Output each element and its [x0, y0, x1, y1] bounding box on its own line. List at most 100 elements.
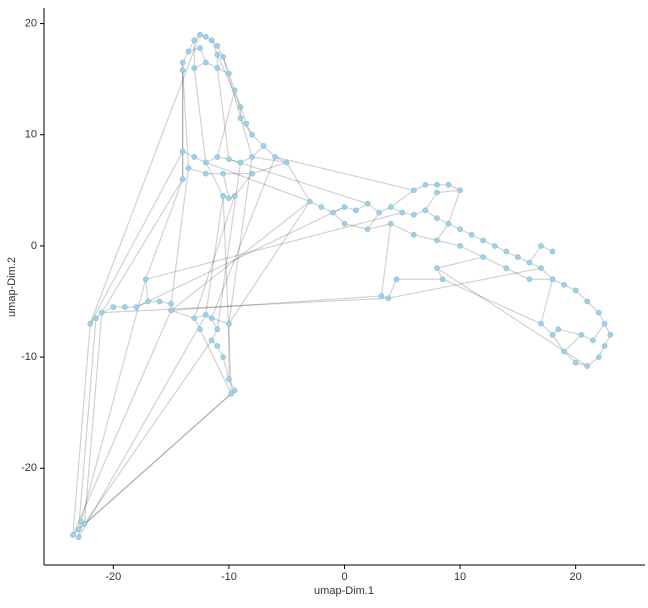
point	[385, 295, 392, 301]
edge	[228, 158, 368, 205]
point	[561, 282, 567, 288]
y-tick-label: 0	[31, 240, 37, 252]
edge	[211, 317, 230, 325]
edge	[380, 223, 392, 297]
point	[387, 220, 394, 227]
point	[179, 176, 186, 183]
point	[411, 211, 417, 218]
y-axis-title: umap-Dim.2	[6, 257, 18, 317]
point	[555, 326, 562, 333]
point	[549, 248, 556, 255]
edge	[563, 334, 582, 352]
edge	[205, 195, 224, 315]
point	[260, 143, 267, 149]
y-tick-label: 20	[25, 17, 37, 29]
edge	[413, 234, 438, 241]
edge	[234, 173, 253, 197]
point	[122, 304, 128, 310]
edge	[78, 314, 207, 538]
point	[208, 337, 215, 344]
edge	[239, 106, 247, 124]
y-tick-label: -20	[21, 462, 37, 474]
edge	[136, 206, 345, 308]
edge	[228, 201, 311, 325]
point	[78, 518, 84, 525]
edge	[72, 390, 236, 536]
point	[214, 43, 221, 49]
point	[445, 181, 452, 188]
edge	[436, 223, 450, 241]
edge	[390, 223, 415, 236]
point	[226, 320, 232, 327]
point	[249, 131, 255, 138]
edge	[80, 279, 147, 522]
point	[434, 265, 440, 271]
point	[93, 315, 99, 321]
point	[203, 170, 209, 177]
point	[601, 320, 608, 327]
point	[191, 37, 198, 44]
point	[601, 343, 608, 349]
point	[203, 159, 209, 166]
x-tick-label: -20	[105, 571, 121, 583]
point	[203, 59, 209, 66]
point	[70, 532, 76, 538]
y-tick-label: 10	[25, 129, 37, 141]
edge	[552, 334, 565, 352]
axes	[40, 8, 645, 569]
edge	[234, 90, 242, 108]
point	[203, 312, 209, 318]
point	[249, 170, 255, 177]
point	[214, 343, 221, 349]
edge	[78, 318, 97, 530]
point	[208, 37, 215, 44]
point	[515, 254, 521, 260]
point	[341, 220, 348, 227]
point	[283, 159, 290, 166]
edge	[367, 212, 380, 230]
point	[318, 204, 325, 210]
point	[197, 45, 203, 51]
x-tick-label: 0	[341, 571, 347, 583]
point	[231, 193, 238, 199]
edge	[182, 70, 190, 169]
point	[220, 193, 226, 199]
point	[364, 200, 371, 207]
point	[237, 115, 244, 121]
point	[378, 293, 385, 299]
point	[538, 243, 544, 249]
edge	[72, 323, 91, 536]
edge	[216, 54, 242, 108]
point	[526, 276, 533, 283]
point	[75, 534, 82, 541]
point	[197, 326, 203, 333]
point	[179, 67, 186, 74]
point	[584, 363, 591, 369]
edge	[193, 195, 236, 319]
point	[411, 187, 417, 194]
edge	[89, 151, 184, 325]
point	[214, 154, 221, 160]
point	[168, 300, 174, 307]
point	[434, 181, 440, 188]
point	[364, 226, 371, 233]
point	[572, 287, 579, 294]
edge	[145, 279, 149, 302]
point	[578, 332, 585, 338]
point	[179, 148, 186, 155]
edge	[84, 393, 232, 525]
point	[411, 232, 417, 238]
point	[231, 87, 238, 94]
edge	[222, 173, 230, 199]
point	[142, 276, 149, 283]
edge	[170, 309, 195, 319]
point	[445, 220, 452, 227]
edge	[482, 256, 507, 269]
point	[457, 226, 463, 233]
point	[214, 51, 221, 58]
edge	[344, 223, 368, 230]
edge	[592, 323, 606, 341]
point	[226, 70, 232, 77]
point	[439, 276, 446, 283]
